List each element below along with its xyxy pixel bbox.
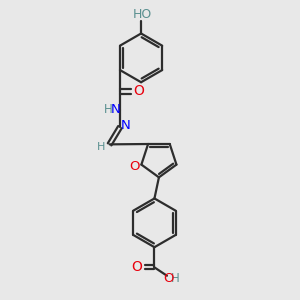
Text: H: H <box>104 103 113 116</box>
Text: O: O <box>134 84 144 98</box>
Text: H: H <box>97 142 105 152</box>
Text: O: O <box>130 160 140 172</box>
Text: N: N <box>111 103 120 116</box>
Text: O: O <box>131 260 142 274</box>
Text: O: O <box>164 272 174 285</box>
Text: HO: HO <box>133 8 152 21</box>
Text: H: H <box>171 272 180 285</box>
Text: N: N <box>121 119 130 132</box>
